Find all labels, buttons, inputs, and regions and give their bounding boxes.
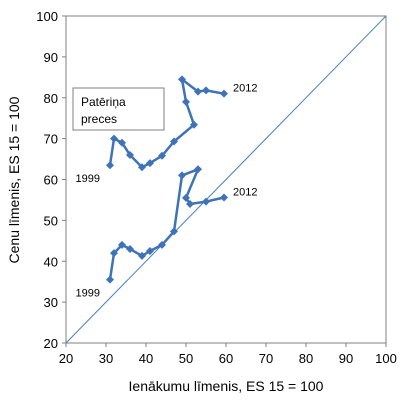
data-point-marker bbox=[126, 150, 134, 159]
x-tick-label: 90 bbox=[339, 351, 353, 366]
series-start-year-label: 1999 bbox=[76, 288, 100, 300]
data-point-marker bbox=[178, 171, 186, 180]
data-point-marker bbox=[194, 87, 202, 96]
series-end-year-label: 2012 bbox=[233, 186, 257, 198]
y-axis-ticks: 20 30 40 50 60 70 80 90 100 bbox=[36, 9, 66, 351]
data-point-marker bbox=[178, 75, 186, 84]
data-point-marker bbox=[182, 97, 190, 106]
series-start-year-label: 1999 bbox=[76, 173, 100, 185]
data-point-marker bbox=[138, 251, 146, 260]
x-tick-label: 50 bbox=[179, 351, 193, 366]
series-2: 1999 2012 bbox=[76, 165, 257, 300]
x-axis-title: Ienākumu līmenis, ES 15 = 100 bbox=[129, 378, 324, 394]
data-point-marker bbox=[170, 227, 178, 236]
data-point-marker bbox=[194, 165, 202, 174]
x-tick-label: 30 bbox=[99, 351, 113, 366]
y-tick-label: 40 bbox=[44, 254, 58, 269]
data-point-marker bbox=[158, 151, 166, 160]
data-point-marker bbox=[220, 193, 228, 202]
x-tick-label: 80 bbox=[299, 351, 313, 366]
data-point-marker bbox=[202, 197, 210, 206]
reference-diagonal-line bbox=[65, 15, 387, 344]
x-axis-ticks: 20 30 40 50 60 70 80 90 100 bbox=[59, 343, 397, 366]
y-tick-label: 20 bbox=[44, 336, 58, 351]
data-point-marker bbox=[170, 137, 178, 146]
data-point-marker bbox=[190, 120, 198, 129]
series-layer: 1999 2012 1999 2012 bbox=[76, 75, 257, 300]
data-point-marker bbox=[220, 89, 228, 98]
x-tick-label: 70 bbox=[259, 351, 273, 366]
data-point-marker bbox=[138, 163, 146, 172]
data-point-marker bbox=[106, 275, 114, 284]
data-point-marker bbox=[182, 193, 190, 202]
series-1: 1999 2012 bbox=[76, 75, 257, 185]
y-tick-label: 70 bbox=[44, 132, 58, 147]
consumer-goods-label-line1: Patēriņa bbox=[81, 95, 126, 109]
y-tick-label: 80 bbox=[44, 91, 58, 106]
data-point-marker bbox=[158, 240, 166, 249]
data-point-marker bbox=[146, 247, 154, 256]
data-point-marker bbox=[126, 244, 134, 253]
x-tick-label: 40 bbox=[139, 351, 153, 366]
y-tick-label: 30 bbox=[44, 295, 58, 310]
x-tick-label: 60 bbox=[219, 351, 233, 366]
data-point-marker bbox=[106, 161, 114, 170]
y-tick-label: 90 bbox=[44, 50, 58, 65]
y-tick-label: 60 bbox=[44, 173, 58, 188]
x-tick-label: 100 bbox=[375, 351, 397, 366]
y-tick-label: 100 bbox=[36, 9, 58, 24]
data-point-marker bbox=[110, 134, 118, 143]
series-end-year-label: 2012 bbox=[233, 83, 257, 95]
data-point-marker bbox=[118, 240, 126, 249]
x-tick-label: 20 bbox=[59, 351, 73, 366]
data-point-marker bbox=[146, 159, 154, 168]
data-point-marker bbox=[202, 86, 210, 95]
consumer-goods-label-box bbox=[72, 87, 165, 131]
data-point-marker bbox=[186, 200, 194, 209]
data-point-marker bbox=[118, 138, 126, 147]
data-point-marker bbox=[110, 249, 118, 258]
consumer-goods-label-line2: preces bbox=[81, 112, 117, 126]
y-axis-title: Cenu līmenis, ES 15 = 100 bbox=[6, 96, 22, 263]
y-tick-label: 50 bbox=[44, 213, 58, 228]
